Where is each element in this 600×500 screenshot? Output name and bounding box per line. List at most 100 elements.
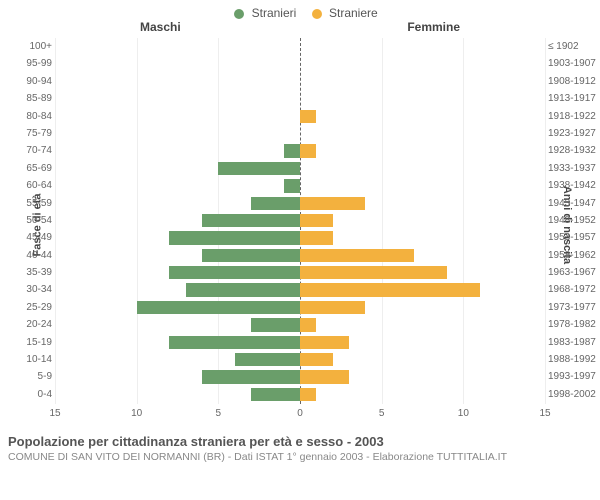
age-label: 75-79 — [0, 125, 52, 142]
birth-year-label: ≤ 1902 — [548, 38, 600, 55]
bar-pair — [55, 144, 545, 157]
birth-year-label: 1918-1922 — [548, 108, 600, 125]
bar-female — [300, 318, 316, 331]
bar-male — [137, 301, 300, 314]
birth-year-label: 1953-1957 — [548, 229, 600, 246]
age-label: 50-54 — [0, 212, 52, 229]
age-label: 95-99 — [0, 55, 52, 72]
bar-female — [300, 197, 365, 210]
bar-female — [300, 283, 480, 296]
bar-female — [300, 266, 447, 279]
birth-year-label: 1978-1982 — [548, 316, 600, 333]
birth-year-label: 1908-1912 — [548, 73, 600, 90]
age-row: 30-341968-1972 — [55, 281, 545, 298]
birth-year-label: 1923-1927 — [548, 125, 600, 142]
bar-pair — [55, 92, 545, 105]
bar-pair — [55, 370, 545, 383]
bar-pair — [55, 388, 545, 401]
age-row: 100+≤ 1902 — [55, 38, 545, 55]
birth-year-label: 1903-1907 — [548, 55, 600, 72]
age-row: 95-991903-1907 — [55, 55, 545, 72]
age-label: 10-14 — [0, 351, 52, 368]
age-label: 45-49 — [0, 229, 52, 246]
bar-pair — [55, 110, 545, 123]
legend-label-male: Stranieri — [252, 6, 297, 20]
bar-pair — [55, 40, 545, 53]
bar-female — [300, 336, 349, 349]
bar-pair — [55, 197, 545, 210]
pyramid-chart: Maschi Femmine Fasce di età Anni di nasc… — [0, 20, 600, 430]
birth-year-label: 1958-1962 — [548, 247, 600, 264]
birth-year-label: 1983-1987 — [548, 334, 600, 351]
age-label: 85-89 — [0, 90, 52, 107]
age-label: 20-24 — [0, 316, 52, 333]
bar-pair — [55, 127, 545, 140]
birth-year-label: 1968-1972 — [548, 281, 600, 298]
age-label: 30-34 — [0, 281, 52, 298]
grid-line — [545, 38, 546, 404]
bar-pair — [55, 179, 545, 192]
bar-pair — [55, 266, 545, 279]
bar-female — [300, 388, 316, 401]
age-row: 55-591943-1947 — [55, 195, 545, 212]
bar-male — [169, 266, 300, 279]
age-row: 5-91993-1997 — [55, 368, 545, 385]
age-label: 100+ — [0, 38, 52, 55]
birth-year-label: 1948-1952 — [548, 212, 600, 229]
birth-year-label: 1988-1992 — [548, 351, 600, 368]
birth-year-label: 1973-1977 — [548, 299, 600, 316]
x-tick-label: 10 — [131, 408, 142, 419]
bar-male — [202, 370, 300, 383]
x-tick-label: 15 — [539, 408, 550, 419]
birth-year-label: 1913-1917 — [548, 90, 600, 107]
x-tick-label: 10 — [458, 408, 469, 419]
legend-label-female: Straniere — [329, 6, 378, 20]
birth-year-label: 1963-1967 — [548, 264, 600, 281]
bar-pair — [55, 318, 545, 331]
birth-year-label: 1933-1937 — [548, 160, 600, 177]
bar-female — [300, 214, 333, 227]
bar-female — [300, 370, 349, 383]
age-row: 75-791923-1927 — [55, 125, 545, 142]
legend: Stranieri Straniere — [0, 0, 600, 20]
bar-male — [169, 336, 300, 349]
age-label: 5-9 — [0, 368, 52, 385]
bar-male — [169, 231, 300, 244]
bar-female — [300, 249, 414, 262]
age-row: 0-41998-2002 — [55, 386, 545, 403]
bar-pair — [55, 75, 545, 88]
bar-pair — [55, 336, 545, 349]
legend-swatch-female — [312, 9, 322, 19]
x-tick-label: 15 — [49, 408, 60, 419]
bar-male — [284, 179, 300, 192]
column-title-male: Maschi — [140, 20, 181, 34]
bar-female — [300, 353, 333, 366]
x-tick-label: 5 — [216, 408, 222, 419]
bar-female — [300, 110, 316, 123]
bar-male — [284, 144, 300, 157]
bar-male — [218, 162, 300, 175]
bar-pair — [55, 249, 545, 262]
birth-year-label: 1993-1997 — [548, 368, 600, 385]
age-label: 35-39 — [0, 264, 52, 281]
age-row: 45-491953-1957 — [55, 229, 545, 246]
age-row: 80-841918-1922 — [55, 108, 545, 125]
age-row: 65-691933-1937 — [55, 160, 545, 177]
age-row: 50-541948-1952 — [55, 212, 545, 229]
bar-pair — [55, 231, 545, 244]
age-label: 55-59 — [0, 195, 52, 212]
column-title-female: Femmine — [407, 20, 460, 34]
age-label: 40-44 — [0, 247, 52, 264]
x-axis-ticks: 15105051015 — [55, 408, 545, 422]
birth-year-label: 1943-1947 — [548, 195, 600, 212]
chart-subtitle: COMUNE DI SAN VITO DEI NORMANNI (BR) - D… — [8, 451, 592, 463]
age-row: 85-891913-1917 — [55, 90, 545, 107]
bar-female — [300, 301, 365, 314]
age-row: 35-391963-1967 — [55, 264, 545, 281]
age-row: 40-441958-1962 — [55, 247, 545, 264]
bar-male — [202, 214, 300, 227]
legend-swatch-male — [234, 9, 244, 19]
bar-male — [202, 249, 300, 262]
bar-male — [251, 388, 300, 401]
age-row: 20-241978-1982 — [55, 316, 545, 333]
